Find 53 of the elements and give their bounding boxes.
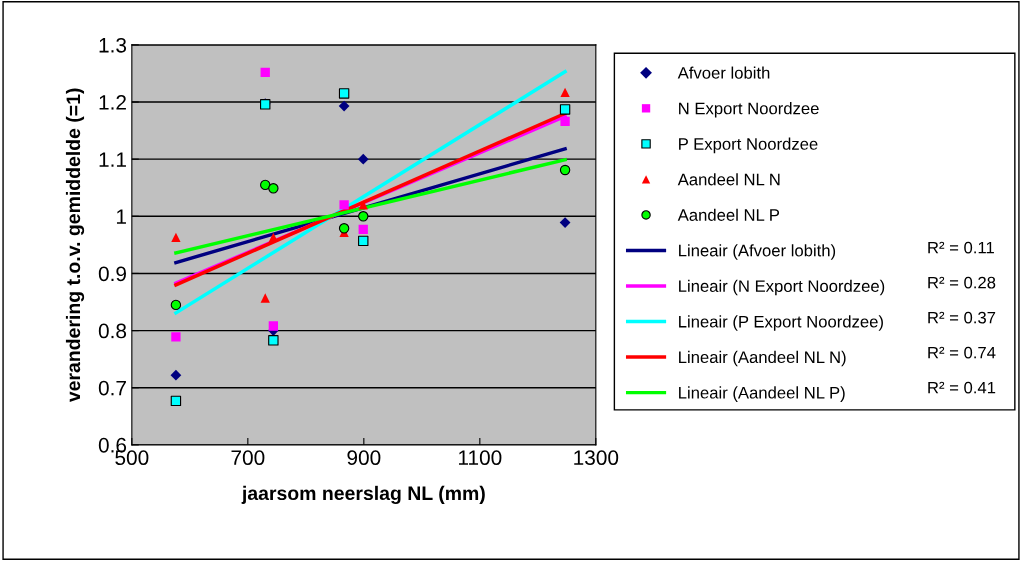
text: R² = 0.28: [928, 276, 996, 289]
point: [171, 332, 181, 342]
x-tick-label: 700: [231, 450, 265, 466]
point: [357, 153, 369, 165]
point: [338, 100, 350, 112]
point: [559, 104, 571, 115]
y-tick-label: 1.2: [99, 95, 126, 110]
point: [559, 217, 571, 228]
point: [358, 224, 368, 235]
x-axis-title: jaarsom neerslag NL (mm): [241, 485, 485, 505]
x-tick-label: 900: [347, 450, 381, 466]
point: [171, 232, 181, 243]
text: R² = 0.37: [928, 311, 996, 324]
legend-label: Lineair (Afvoer lobith): [679, 244, 836, 260]
point: [268, 321, 279, 331]
point: [338, 88, 350, 99]
point: [260, 67, 270, 77]
point: [358, 200, 368, 210]
point: [170, 395, 182, 407]
y-axis-title: verandering t.o.v. gemiddelde (=1): [65, 88, 85, 403]
y-tick-label: 1.3: [99, 37, 127, 53]
point: [339, 200, 349, 210]
point: [170, 299, 182, 311]
point: [560, 87, 570, 97]
point: [268, 335, 279, 346]
point: [268, 183, 279, 194]
point: [559, 164, 571, 176]
point: [260, 179, 271, 191]
y-tick-label: 0.7: [98, 380, 126, 396]
legend-label: Lineair (N Export Noordzee): [679, 279, 885, 296]
y-tick-label: 1.1: [99, 152, 126, 167]
legend-label: Lineair (P Export Noordzee): [679, 315, 883, 331]
legend-label: Afvoer lobith: [677, 66, 770, 79]
point: [170, 369, 182, 381]
point: [358, 211, 369, 222]
legend-label: Aandeel NL N: [677, 173, 780, 186]
point: [260, 293, 270, 303]
y-tick-label: 0.8: [98, 323, 127, 339]
point: [358, 235, 369, 247]
legend-label: Lineair (Aandeel NL N): [679, 350, 846, 367]
x-tick-label: 1100: [459, 450, 502, 466]
legend-label: Lineair (Aandeel NL P): [679, 386, 845, 402]
legend-label: N Export Noordzee: [679, 102, 819, 118]
legend-label: P Export Noordzee: [679, 137, 818, 154]
text: R² = 0.41: [928, 381, 996, 394]
y-tick-label: 1: [116, 209, 126, 224]
point: [560, 116, 570, 127]
x-tick-label: 1300: [574, 450, 619, 466]
text: R² = 0.11: [928, 241, 994, 254]
legend-label: Aandeel NL P: [677, 208, 780, 221]
point: [338, 223, 350, 234]
y-tick-label: 0.9: [98, 266, 126, 282]
text: R² = 0.74: [928, 346, 996, 359]
